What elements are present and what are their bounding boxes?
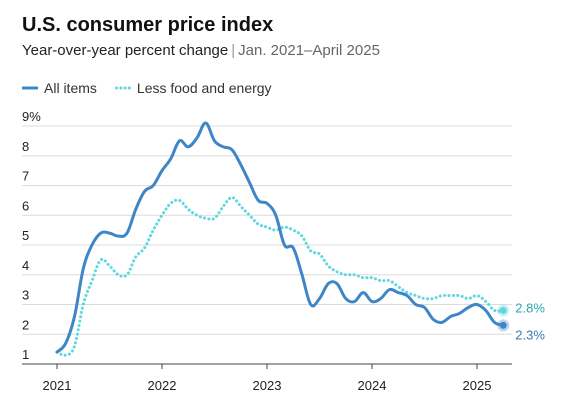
y-tick-label: 4 [22,258,29,273]
legend-label-all-items: All items [44,80,97,96]
x-tick-label: 2025 [463,378,492,393]
y-tick-label: 3 [22,288,29,303]
legend-swatch-all-items [22,86,38,90]
chart-legend: All items Less food and energy [22,80,290,96]
end-label-all-items: 2.3% [515,327,545,342]
y-tick-label: 8 [22,139,29,154]
end-marker-core [499,306,507,314]
legend-item-all-items: All items [22,80,97,96]
x-tick-label: 2021 [43,378,72,393]
chart-subtitle: Year-over-year percent change | Jan. 2021–… [22,42,380,59]
subtitle-separator: | [231,42,236,59]
legend-label-core: Less food and energy [136,80,272,96]
x-tick-label: 2023 [253,378,282,393]
y-tick-label: 2 [22,317,29,332]
chart-title: U.S. consumer price index [22,14,274,36]
y-tick-label: 5 [22,228,29,243]
subtitle-text: Year-over-year percent change [22,42,229,59]
y-tick-label: 7 [22,169,29,184]
legend-item-core: Less food and energy [114,80,272,96]
end-marker-all-items [499,321,507,329]
subtitle-date-range: Jan. 2021–April 2025 [238,42,380,59]
y-tick-label: 1 [22,347,29,362]
x-tick-label: 2022 [148,378,177,393]
y-tick-label: 9% [22,109,41,124]
x-tick-label: 2024 [358,378,387,393]
series-line-all-items [55,121,505,354]
y-tick-label: 6 [22,198,29,213]
series-line-core [55,195,505,357]
end-label-core: 2.8% [515,300,545,315]
